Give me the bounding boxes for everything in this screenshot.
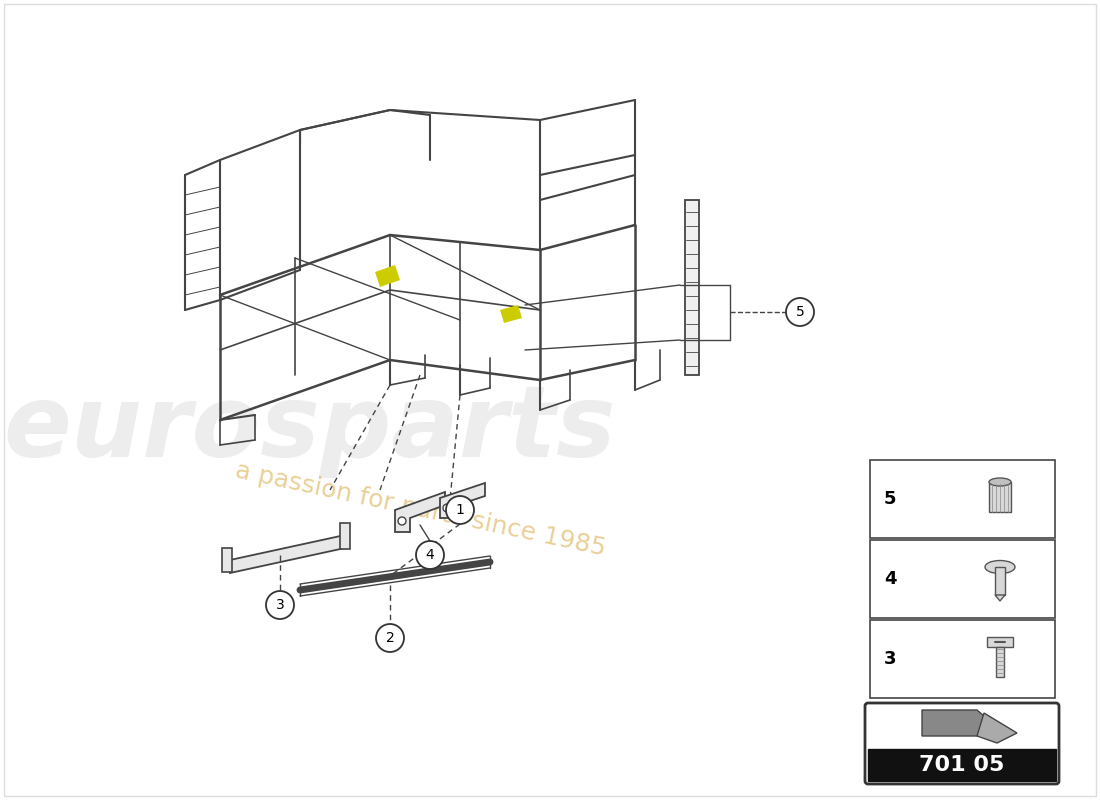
Circle shape [446,496,474,524]
Bar [870,460,1055,538]
Polygon shape [230,535,345,573]
Bar [996,647,1004,677]
Text: 701 05: 701 05 [920,755,1004,775]
Ellipse shape [989,478,1011,486]
Text: a passion for parts since 1985: a passion for parts since 1985 [232,459,607,561]
Polygon shape [500,305,522,323]
Bar [870,540,1055,618]
Polygon shape [922,710,992,736]
Text: 2: 2 [386,631,395,645]
Ellipse shape [984,561,1015,574]
Bar [987,637,1013,647]
Bar [222,548,232,572]
Circle shape [398,517,406,525]
Text: 4: 4 [883,570,896,588]
Bar [870,620,1055,698]
Polygon shape [996,595,1005,601]
Circle shape [266,591,294,619]
Circle shape [786,298,814,326]
Bar [868,749,1056,781]
Text: 5: 5 [795,305,804,319]
Text: 3: 3 [883,650,896,668]
Bar [989,482,1011,512]
Polygon shape [375,265,400,287]
Text: 4: 4 [426,548,434,562]
Circle shape [376,624,404,652]
Polygon shape [440,483,485,518]
Polygon shape [977,713,1018,743]
Text: 3: 3 [276,598,285,612]
Bar [996,567,1005,595]
FancyBboxPatch shape [865,703,1059,784]
Circle shape [416,541,444,569]
Text: 5: 5 [883,490,896,508]
Bar [685,200,698,375]
Text: eurosparts: eurosparts [3,382,616,478]
Circle shape [443,504,451,512]
Bar [340,523,350,549]
Text: 1: 1 [455,503,464,517]
Polygon shape [395,492,446,532]
